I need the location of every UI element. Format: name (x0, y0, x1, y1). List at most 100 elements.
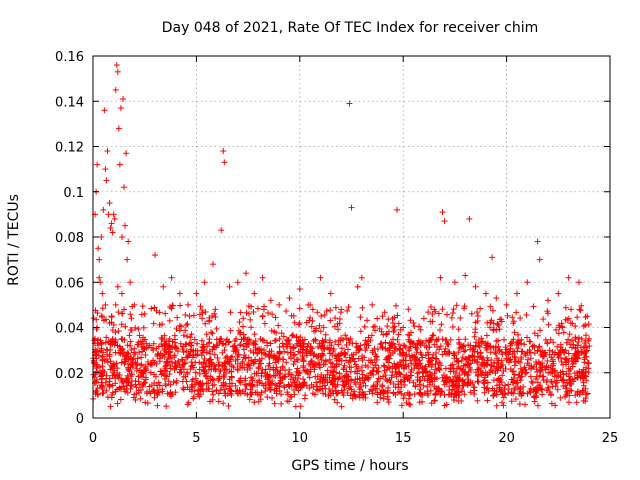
data-point (462, 355, 469, 362)
data-point (254, 389, 261, 396)
data-point (398, 402, 405, 409)
data-point (582, 373, 589, 380)
data-point (395, 331, 402, 338)
data-point (512, 396, 519, 403)
data-point (327, 317, 334, 324)
data-point (290, 361, 297, 368)
data-point (142, 376, 149, 383)
data-point (100, 349, 107, 356)
data-points (90, 62, 593, 410)
data-point (106, 383, 113, 390)
data-point (93, 351, 100, 358)
data-point (551, 373, 558, 380)
data-point (578, 302, 585, 309)
data-point (455, 349, 462, 356)
data-point (283, 359, 290, 366)
data-point (361, 323, 368, 330)
data-point (300, 364, 307, 371)
data-point (101, 107, 108, 114)
data-point (441, 381, 448, 388)
data-point (342, 350, 349, 357)
data-point (308, 381, 315, 388)
data-point (398, 390, 405, 397)
y-tick-label: 0.08 (55, 231, 84, 246)
data-point (509, 314, 516, 321)
data-point (232, 382, 239, 389)
data-point (314, 353, 321, 360)
data-point (226, 338, 233, 345)
data-point (176, 290, 183, 297)
data-point (348, 377, 355, 384)
data-point (527, 389, 534, 396)
data-point (401, 374, 408, 381)
data-point (241, 364, 248, 371)
data-point (178, 323, 185, 330)
y-tick-label: 0.02 (55, 367, 84, 382)
data-point (96, 256, 103, 263)
data-point (301, 395, 308, 402)
data-point (209, 396, 216, 403)
data-point (190, 312, 197, 319)
data-point (154, 382, 161, 389)
data-point (500, 402, 507, 409)
data-point (454, 378, 461, 385)
data-point (99, 305, 106, 312)
data-point (510, 318, 517, 325)
data-point (246, 396, 253, 403)
data-point (582, 398, 589, 405)
data-point (359, 391, 366, 398)
data-point (337, 351, 344, 358)
data-point (374, 399, 381, 406)
data-point (369, 347, 376, 354)
data-point (511, 329, 518, 336)
data-point (467, 389, 474, 396)
data-point (294, 340, 301, 347)
data-point (427, 318, 434, 325)
data-point (411, 391, 418, 398)
data-point (180, 343, 187, 350)
data-point (243, 270, 250, 277)
data-point (482, 290, 489, 297)
data-point (137, 372, 144, 379)
data-point (539, 360, 546, 367)
data-point (139, 348, 146, 355)
data-point (374, 315, 381, 322)
data-point (359, 353, 366, 360)
data-point (173, 325, 180, 332)
data-point (262, 388, 269, 395)
data-point (417, 386, 424, 393)
data-point (537, 327, 544, 334)
data-point (446, 349, 453, 356)
data-point (539, 373, 546, 380)
data-point (368, 332, 375, 339)
data-point (182, 373, 189, 380)
data-point (396, 370, 403, 377)
data-point (343, 357, 350, 364)
data-point (283, 308, 290, 315)
data-point (489, 385, 496, 392)
data-point (192, 375, 199, 382)
data-point (294, 356, 301, 363)
data-point (405, 347, 412, 354)
data-point (304, 370, 311, 377)
data-point (212, 314, 219, 321)
data-point (273, 356, 280, 363)
data-point (292, 382, 299, 389)
data-point (465, 342, 472, 349)
data-point (148, 305, 155, 312)
data-point (305, 340, 312, 347)
data-point (545, 369, 552, 376)
data-point (493, 402, 500, 409)
data-point (552, 402, 559, 409)
data-point (328, 363, 335, 370)
data-point (399, 349, 406, 356)
data-point (471, 387, 478, 394)
data-point (409, 354, 416, 361)
data-point (389, 363, 396, 370)
data-point (308, 357, 315, 364)
data-point (533, 366, 540, 373)
data-point (198, 307, 205, 314)
data-point (200, 344, 207, 351)
data-point (251, 290, 258, 297)
data-point (248, 391, 255, 398)
